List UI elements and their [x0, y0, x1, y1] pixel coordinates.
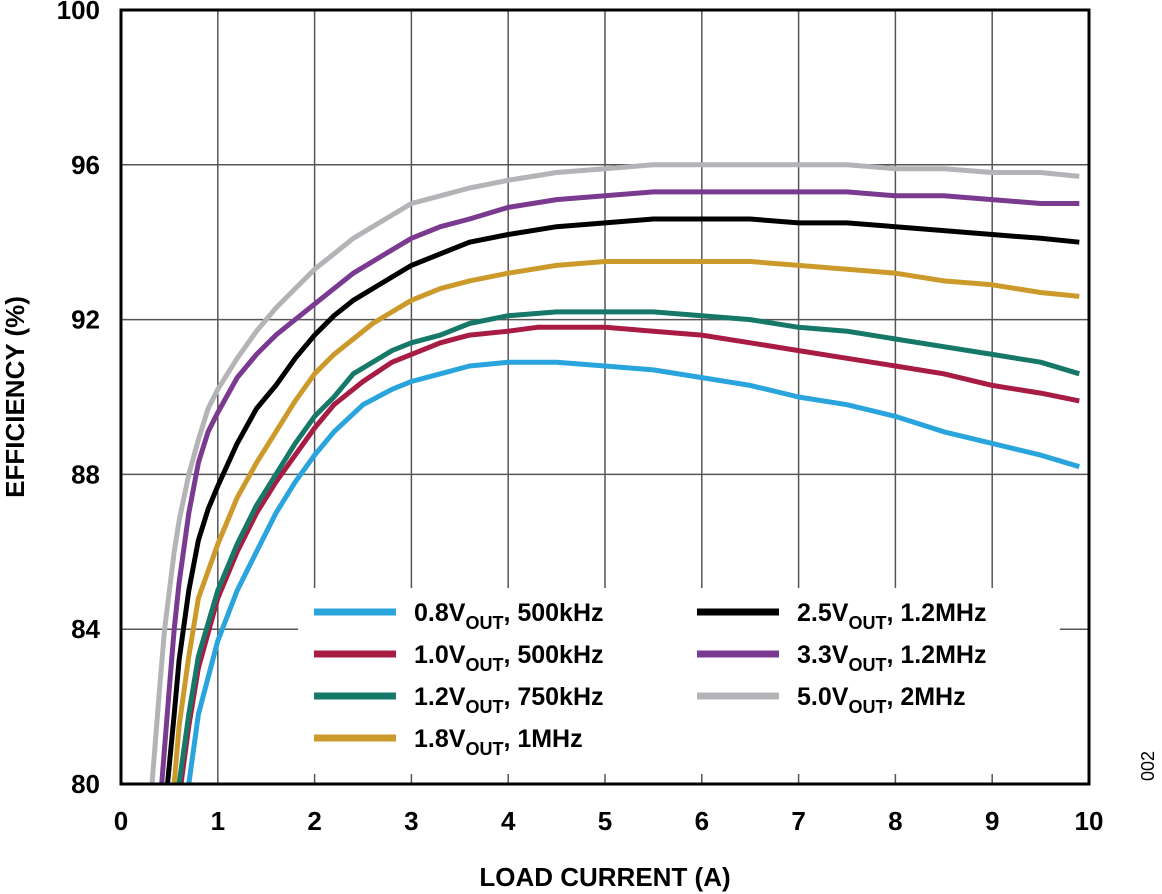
x-tick-label: 8 [888, 806, 902, 836]
legend-label-sub: OUT [465, 739, 503, 759]
legend-label: 1.8VOUT, 1MHz [414, 725, 583, 759]
legend-label: 0.8VOUT, 500kHz [414, 599, 604, 633]
series-line-5 [159, 189, 1080, 785]
legend-label-sub: OUT [465, 697, 503, 717]
series-line-6 [149, 162, 1080, 785]
x-tick-label: 9 [985, 806, 999, 836]
x-tick-labels: 0 1 2 3 4 5 6 7 8 9 10 [114, 806, 1104, 836]
x-axis-title: LOAD CURRENT (A) [479, 862, 730, 892]
legend-label-main: 1.0V [414, 641, 466, 669]
legend-label-main: 3.3V [797, 641, 849, 669]
legend-label-tail: , 500kHz [503, 599, 603, 627]
y-tick-label: 92 [71, 305, 100, 335]
legend-label: 1.2VOUT, 750kHz [414, 683, 604, 717]
legend-label-sub: OUT [465, 613, 503, 633]
series-line-0 [186, 359, 1081, 785]
x-tick-label: 5 [598, 806, 612, 836]
series-line-1 [178, 324, 1080, 785]
legend-label-main: 0.8V [414, 599, 466, 627]
legend-entry-1: 1.0VOUT, 500kHz [314, 641, 604, 675]
legend-label: 2.5VOUT, 1.2MHz [797, 599, 986, 633]
legend-label-tail: , 750kHz [503, 683, 603, 711]
legend-label-tail: , 1.2MHz [886, 599, 986, 627]
y-tick-labels: 80 84 88 92 96 100 [57, 0, 101, 799]
series-layer [149, 162, 1081, 785]
x-tick-label: 0 [114, 806, 128, 836]
legend-entry-3: 1.8VOUT, 1MHz [314, 725, 583, 759]
legend-label: 5.0VOUT, 2MHz [797, 683, 966, 717]
x-tick-label: 6 [695, 806, 709, 836]
legend-label-main: 2.5V [797, 599, 849, 627]
legend-entry-4: 2.5VOUT, 1.2MHz [697, 599, 986, 633]
legend-label-tail: , 500kHz [503, 641, 603, 669]
legend-label-main: 1.8V [414, 725, 466, 753]
x-tick-label: 2 [307, 806, 321, 836]
legend-label-main: 1.2V [414, 683, 466, 711]
legend-label-sub: OUT [848, 697, 886, 717]
legend-label: 3.3VOUT, 1.2MHz [797, 641, 986, 675]
legend-label-sub: OUT [465, 655, 503, 675]
x-tick-label: 4 [501, 806, 516, 836]
legend-label-sub: OUT [848, 613, 886, 633]
y-axis-title: EFFICIENCY (%) [0, 296, 30, 498]
series-line-3 [171, 259, 1080, 785]
figure-id: 002 [1138, 751, 1158, 781]
legend-background [298, 588, 1060, 774]
x-tick-label: 3 [404, 806, 418, 836]
series-line-4 [165, 216, 1080, 785]
x-tick-label: 10 [1075, 806, 1104, 836]
x-tick-label: 7 [791, 806, 805, 836]
y-tick-label: 96 [71, 150, 100, 180]
y-tick-label: 88 [71, 459, 100, 489]
legend-entry-2: 1.2VOUT, 750kHz [314, 683, 604, 717]
legend-label-sub: OUT [848, 655, 886, 675]
legend-label: 1.0VOUT, 500kHz [414, 641, 604, 675]
legend-entry-0: 0.8VOUT, 500kHz [314, 599, 604, 633]
legend-label-main: 5.0V [797, 683, 849, 711]
series-line-2 [176, 309, 1081, 785]
y-tick-label: 84 [71, 614, 100, 644]
plot-border [119, 8, 1091, 786]
legend-entry-5: 3.3VOUT, 1.2MHz [697, 641, 986, 675]
legend-entry-6: 5.0VOUT, 2MHz [697, 683, 966, 717]
legend-label-tail: , 1MHz [503, 725, 582, 753]
y-tick-label: 80 [71, 769, 100, 799]
legend-label-tail: , 2MHz [886, 683, 965, 711]
legend-label-tail: , 1.2MHz [886, 641, 986, 669]
x-tick-label: 1 [211, 806, 225, 836]
y-tick-label: 100 [57, 0, 100, 25]
